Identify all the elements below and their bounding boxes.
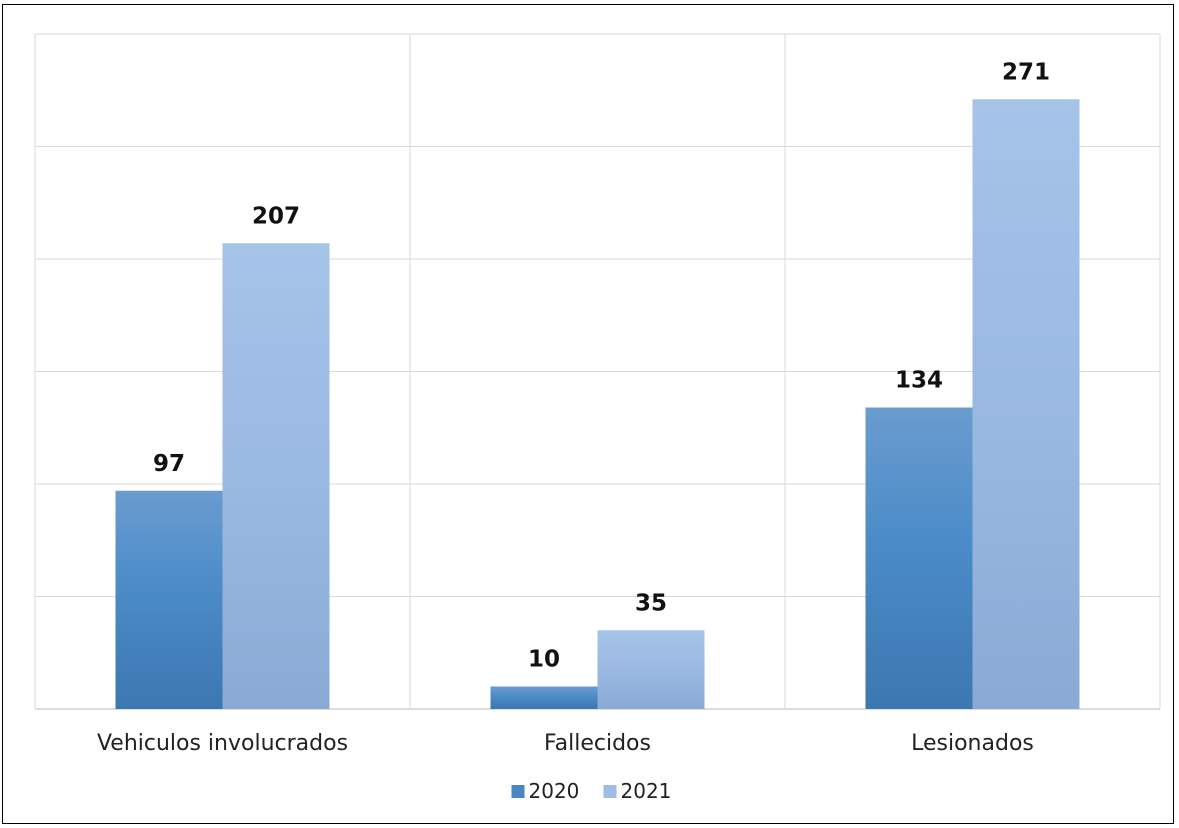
bars bbox=[115, 99, 1080, 709]
legend-label-2021: 2021 bbox=[621, 779, 672, 803]
bar-2020-0 bbox=[115, 490, 223, 709]
bar-2021-2 bbox=[972, 99, 1080, 709]
bar-2021-0 bbox=[222, 243, 330, 709]
category-label: Vehiculos involucrados bbox=[97, 731, 348, 756]
legend: 2020 2021 bbox=[511, 779, 672, 803]
bar-2021-1 bbox=[597, 630, 705, 709]
category-label: Fallecidos bbox=[544, 731, 651, 756]
data-labels: 97 207 10 35 134 271 bbox=[153, 59, 1050, 672]
data-label-2020-0: 97 bbox=[153, 451, 185, 477]
data-label-2020-1: 10 bbox=[528, 647, 560, 673]
bar-2020-2 bbox=[865, 407, 973, 709]
category-label: Lesionados bbox=[911, 731, 1034, 756]
data-label-2020-2: 134 bbox=[895, 368, 943, 394]
bar-2020-1 bbox=[490, 686, 598, 709]
legend-label-2020: 2020 bbox=[529, 779, 580, 803]
data-label-2021-1: 35 bbox=[635, 590, 667, 616]
legend-swatch-2020 bbox=[511, 785, 525, 798]
data-label-2021-2: 271 bbox=[1002, 59, 1050, 85]
category-axis-labels: Vehiculos involucrados Fallecidos Lesionad… bbox=[97, 731, 1034, 756]
legend-swatch-2021 bbox=[603, 785, 617, 798]
data-label-2021-0: 207 bbox=[252, 203, 300, 229]
